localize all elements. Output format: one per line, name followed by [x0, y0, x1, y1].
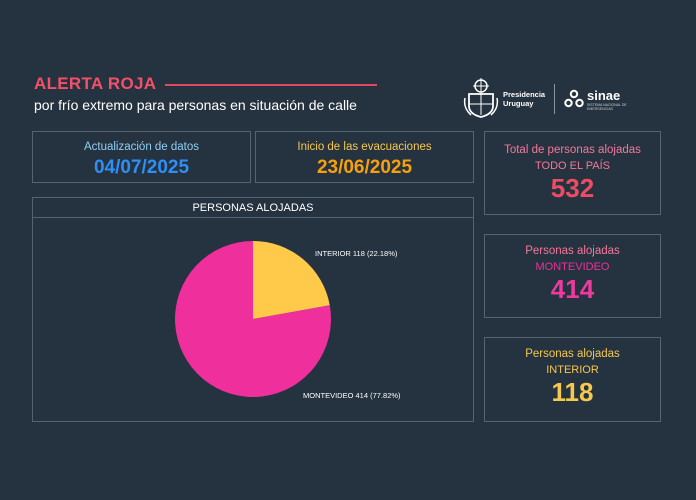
- sinae-logo-icon: [564, 89, 584, 108]
- evacuation-date-value: 23/06/2025: [316, 157, 413, 178]
- alert-subtitle: por frío extremo para personas en situac…: [34, 97, 357, 113]
- interior-value: 118: [551, 377, 594, 407]
- update-date-label: Actualización de datos: [83, 141, 200, 153]
- chart-card: PERSONAS ALOJADAS INTERIOR 118 (22.18%) M…: [32, 197, 474, 422]
- presidencia-logo-text: Presidencia Uruguay: [503, 90, 545, 108]
- interior-sub: INTERIOR: [546, 364, 599, 376]
- chart-title: PERSONAS ALOJADAS: [33, 198, 473, 218]
- total-country-label: Total de personas alojadas: [504, 144, 641, 156]
- pie-slice-montevideo: [175, 241, 331, 397]
- montevideo-card: Personas alojadas MONTEVIDEO 414: [484, 234, 661, 318]
- update-date-card: Actualización de datos 04/07/2025: [32, 131, 251, 183]
- presidencia-coat-of-arms-icon: [463, 78, 499, 118]
- montevideo-label: Personas alojadas: [525, 245, 620, 257]
- interior-label: Personas alojadas: [525, 348, 620, 360]
- sinae-logo-text: sinae: [587, 88, 621, 103]
- update-date-value: 04/07/2025: [93, 157, 190, 178]
- pie-label-montevideo: MONTEVIDEO 414 (77.82%): [303, 391, 401, 400]
- alert-title: ALERTA ROJA: [34, 74, 157, 93]
- total-country-value: 532: [550, 173, 595, 203]
- presidencia-line1: Presidencia: [503, 90, 546, 99]
- total-country-card: Total de personas alojadas TODO EL PAÍS …: [484, 131, 661, 215]
- total-country-sub: TODO EL PAÍS: [535, 160, 610, 172]
- montevideo-sub: MONTEVIDEO: [535, 261, 610, 273]
- interior-card: Personas alojadas INTERIOR 118: [484, 337, 661, 422]
- logos: Presidencia Uruguay sinae SISTEMA NACION…: [463, 76, 663, 120]
- evacuation-date-label: Inicio de las evacuaciones: [297, 141, 432, 153]
- title-underline: [165, 84, 377, 86]
- sinae-logo-subtitle: SISTEMA NACIONAL DE EMERGENCIAS: [587, 103, 627, 111]
- pie-label-interior: INTERIOR 118 (22.18%): [315, 249, 398, 258]
- montevideo-value: 414: [550, 274, 595, 304]
- logo-divider: [554, 84, 555, 114]
- evacuation-date-card: Inicio de las evacuaciones 23/06/2025: [255, 131, 474, 183]
- pie-chart: INTERIOR 118 (22.18%) MONTEVIDEO 414 (77.…: [175, 241, 401, 400]
- presidencia-line2: Uruguay: [503, 99, 534, 108]
- pie-slice-interior: [253, 241, 330, 319]
